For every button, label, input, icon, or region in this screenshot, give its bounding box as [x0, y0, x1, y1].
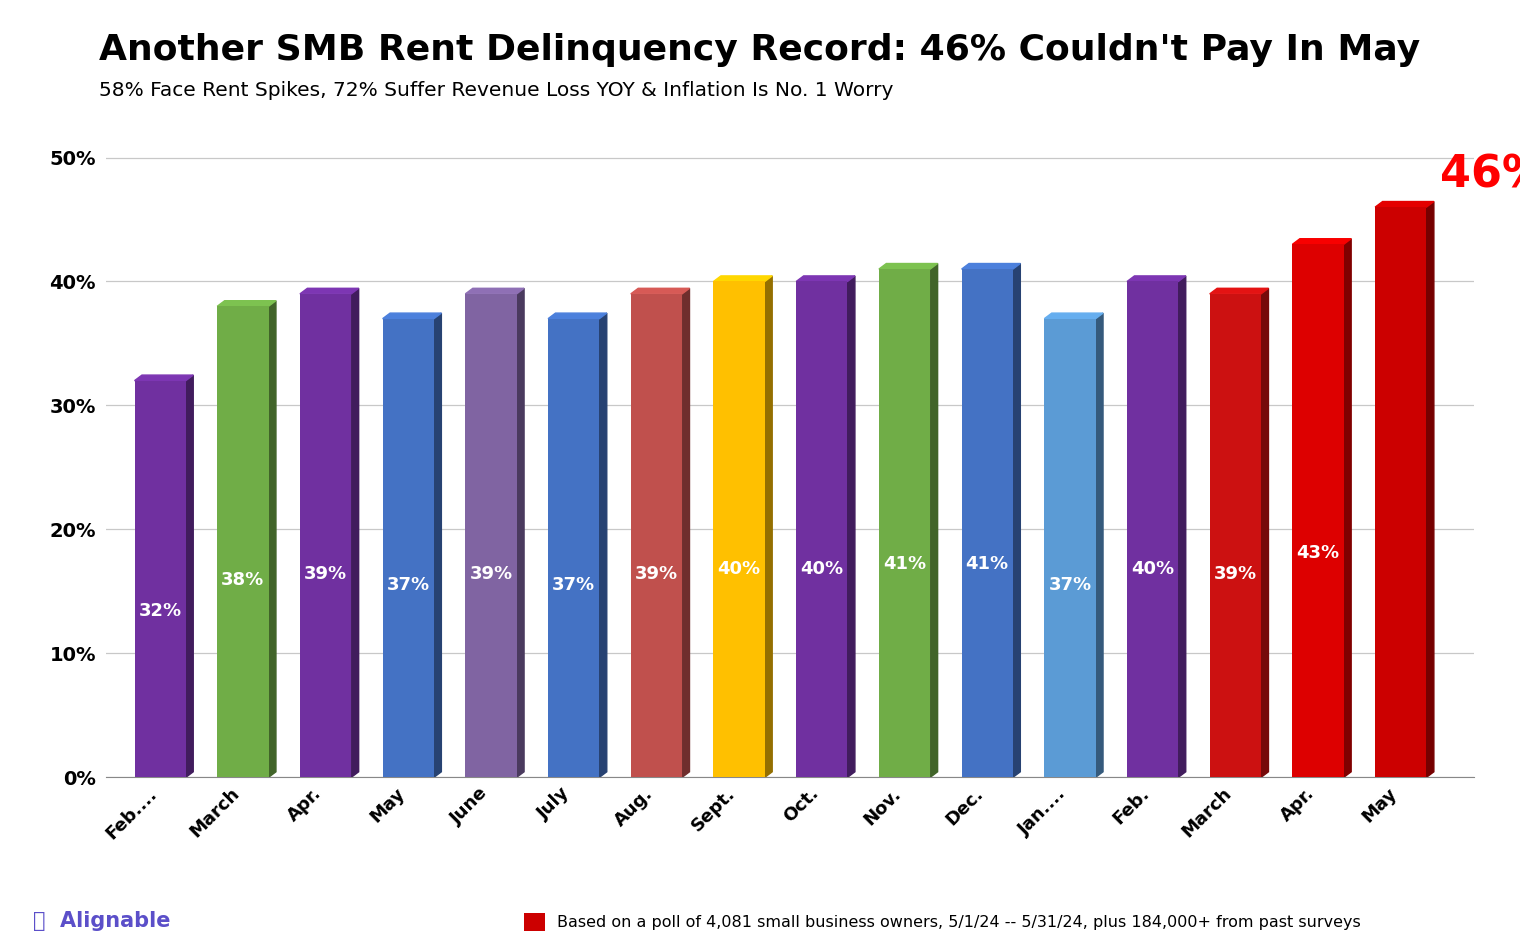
Text: 43%: 43%: [1297, 544, 1339, 562]
Text: 38%: 38%: [222, 571, 264, 589]
Text: 40%: 40%: [1131, 560, 1175, 578]
Polygon shape: [465, 288, 524, 294]
Polygon shape: [1210, 288, 1269, 294]
Bar: [1210, 294, 1262, 777]
Bar: [796, 282, 848, 777]
Bar: [135, 381, 185, 777]
Polygon shape: [1262, 288, 1269, 777]
Polygon shape: [1012, 264, 1020, 777]
Text: Another SMB Rent Delinquency Record: 46% Couldn't Pay In May: Another SMB Rent Delinquency Record: 46%…: [99, 33, 1420, 67]
Polygon shape: [962, 264, 1020, 269]
Text: Ⓜ  Alignable: Ⓜ Alignable: [33, 911, 170, 931]
Text: 37%: 37%: [1049, 575, 1091, 593]
Polygon shape: [1344, 239, 1351, 777]
Bar: [383, 319, 433, 777]
Polygon shape: [1126, 276, 1186, 282]
Text: 46%: 46%: [1441, 154, 1520, 196]
Polygon shape: [1376, 202, 1433, 207]
Text: 37%: 37%: [386, 575, 430, 593]
Polygon shape: [796, 276, 854, 282]
Polygon shape: [848, 276, 854, 777]
Polygon shape: [631, 288, 690, 294]
Polygon shape: [682, 288, 690, 777]
Polygon shape: [517, 288, 524, 777]
Bar: [1126, 282, 1178, 777]
Bar: [631, 294, 682, 777]
Legend: Based on a poll of 4,081 small business owners, 5/1/24 -- 5/31/24, plus 184,000+: Based on a poll of 4,081 small business …: [524, 913, 1360, 931]
Text: 41%: 41%: [965, 555, 1009, 573]
Text: 40%: 40%: [800, 560, 844, 578]
Polygon shape: [299, 288, 359, 294]
Bar: [879, 269, 930, 777]
Text: 37%: 37%: [552, 575, 596, 593]
Bar: [1376, 207, 1426, 777]
Polygon shape: [1044, 313, 1104, 319]
Text: 39%: 39%: [470, 565, 512, 583]
Bar: [1044, 319, 1096, 777]
Polygon shape: [135, 375, 193, 381]
Text: 39%: 39%: [1214, 565, 1257, 583]
Polygon shape: [383, 313, 441, 319]
Text: 41%: 41%: [883, 555, 926, 573]
Polygon shape: [765, 276, 772, 777]
Polygon shape: [549, 313, 606, 319]
Text: 39%: 39%: [304, 565, 347, 583]
Bar: [465, 294, 517, 777]
Polygon shape: [433, 313, 441, 777]
Polygon shape: [930, 264, 938, 777]
Bar: [962, 269, 1012, 777]
Polygon shape: [185, 375, 193, 777]
Polygon shape: [713, 276, 772, 282]
Polygon shape: [1426, 202, 1433, 777]
Text: 32%: 32%: [138, 602, 182, 620]
Bar: [299, 294, 351, 777]
Text: 39%: 39%: [635, 565, 678, 583]
Polygon shape: [879, 264, 938, 269]
Polygon shape: [269, 301, 277, 777]
Bar: [217, 306, 269, 777]
Bar: [713, 282, 765, 777]
Polygon shape: [1096, 313, 1104, 777]
Bar: [549, 319, 599, 777]
Text: 40%: 40%: [717, 560, 760, 578]
Bar: [1292, 245, 1344, 777]
Polygon shape: [217, 301, 277, 306]
Polygon shape: [1292, 239, 1351, 245]
Polygon shape: [351, 288, 359, 777]
Text: 58% Face Rent Spikes, 72% Suffer Revenue Loss YOY & Inflation Is No. 1 Worry: 58% Face Rent Spikes, 72% Suffer Revenue…: [99, 81, 894, 100]
Polygon shape: [1178, 276, 1186, 777]
Polygon shape: [599, 313, 606, 777]
